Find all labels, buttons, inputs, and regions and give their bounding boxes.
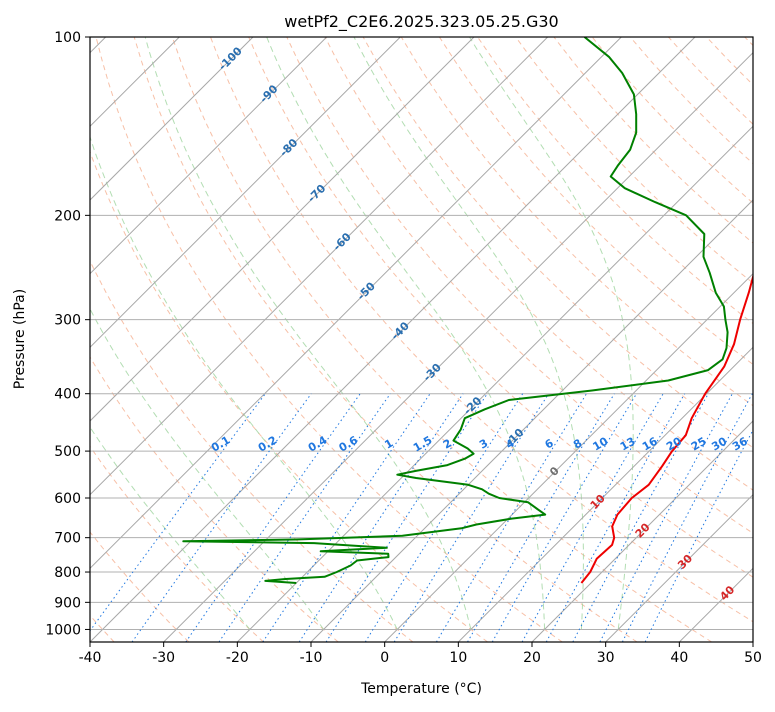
y-tick-label: 900 [54,595,81,611]
y-tick-label: 700 [54,531,81,547]
y-tick-label: 400 [54,387,81,403]
x-tick-label: 0 [380,650,389,666]
y-axis-label: Pressure (hPa) [12,289,28,389]
x-tick-label: 20 [523,650,541,666]
y-tick-label: 800 [54,565,81,581]
y-tick-label: 100 [54,30,81,46]
x-tick-label: 40 [670,650,688,666]
y-tick-label: 1000 [45,622,81,638]
x-tick-label: -30 [152,650,175,666]
x-tick-label: -20 [226,650,249,666]
x-tick-label: -10 [300,650,323,666]
x-axis-label: Temperature (°C) [360,681,482,697]
y-tick-label: 600 [54,491,81,507]
y-tick-label: 200 [54,208,81,224]
x-tick-label: 10 [449,650,467,666]
chart-title: wetPf2_C2E6.2025.323.05.25.G30 [284,12,558,32]
y-tick-label: 500 [54,444,81,460]
x-tick-label: 30 [597,650,615,666]
x-tick-label: 50 [744,650,762,666]
y-tick-label: 300 [54,313,81,329]
x-tick-label: -40 [79,650,102,666]
